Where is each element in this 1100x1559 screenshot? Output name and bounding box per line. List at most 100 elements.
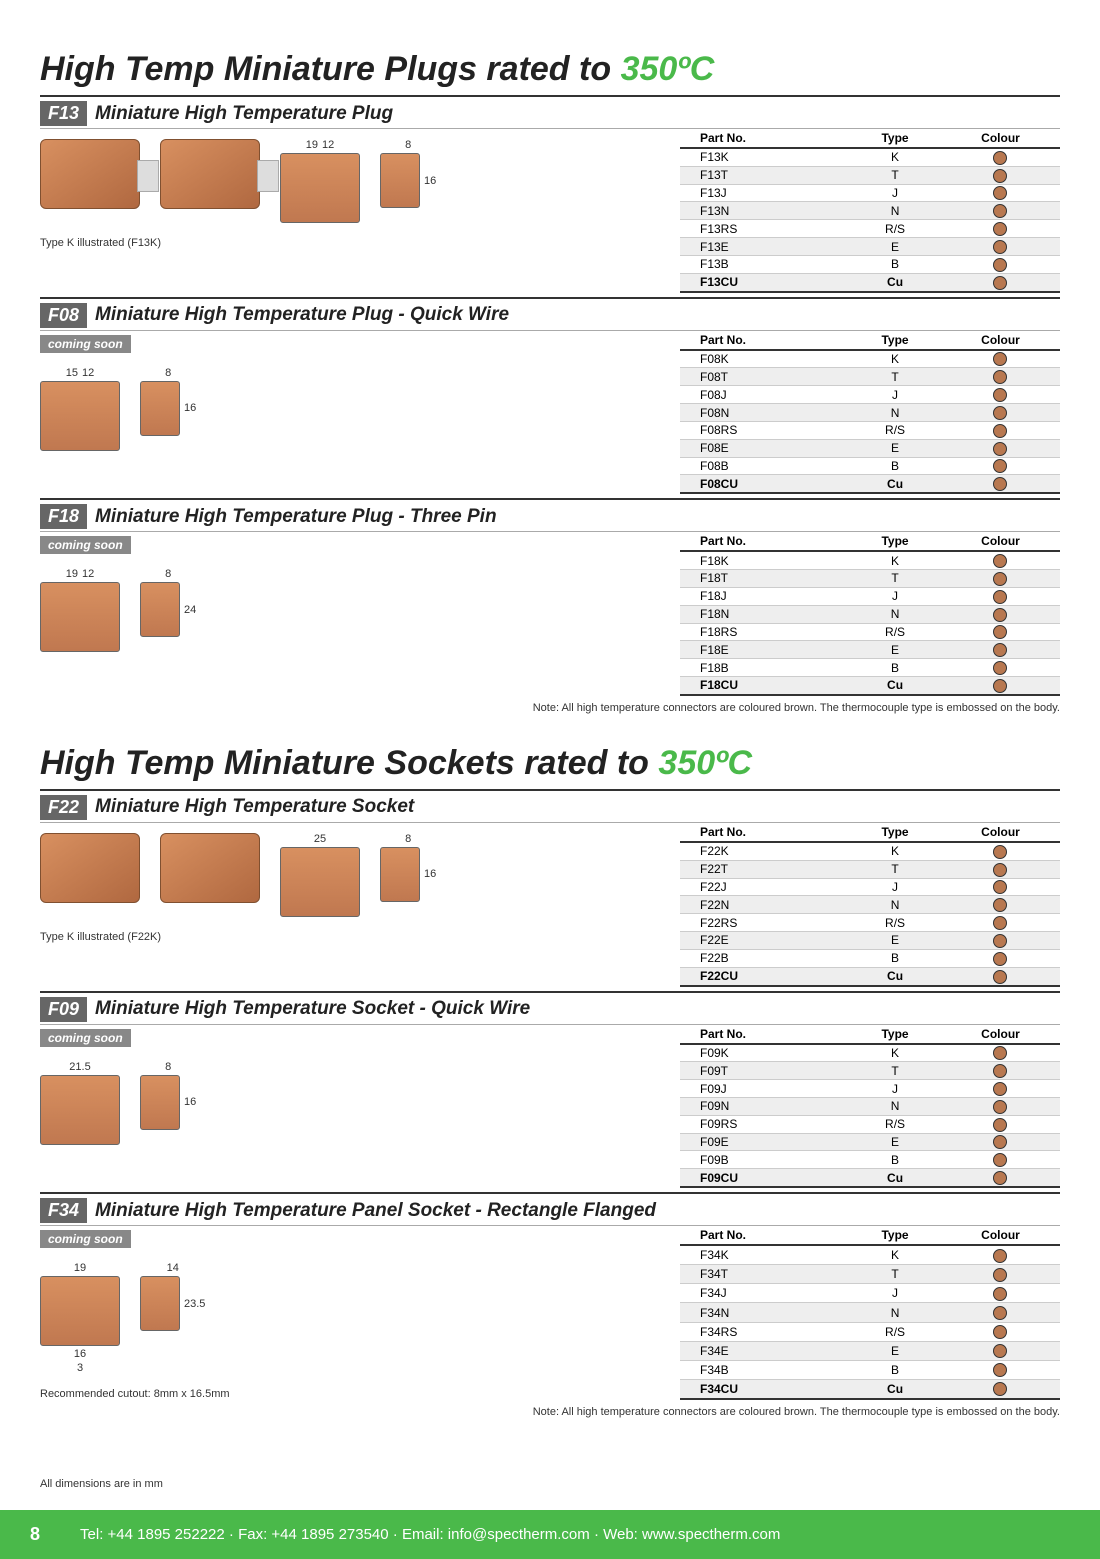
footer-bar: 8 Tel: +44 1895 252222 · Fax: +44 1895 2…: [0, 1510, 1100, 1559]
colour-dot: [993, 952, 1007, 966]
section-header: F18Miniature High Temperature Plug - Thr…: [40, 498, 1060, 532]
cell-type: T: [849, 1062, 941, 1080]
table-row: F34KK: [680, 1245, 1060, 1265]
cell-colour: [941, 1245, 1060, 1265]
colour-dot: [993, 679, 1007, 693]
colour-dot: [993, 1171, 1007, 1185]
table-row: F34TT: [680, 1265, 1060, 1284]
colour-dot: [993, 625, 1007, 639]
diagrams-row: 191631423.5: [40, 1252, 670, 1384]
cell-part: F13K: [680, 148, 849, 166]
cell-part: F18T: [680, 570, 849, 588]
cell-part: F34E: [680, 1341, 849, 1360]
tech-drawing-front: 21.5: [40, 1061, 120, 1145]
diagram-area: 1912816Type K illustrated (F13K): [40, 129, 670, 293]
table-row: F22RSR/S: [680, 914, 1060, 932]
table-row: F08EE: [680, 439, 1060, 457]
cell-part: F13RS: [680, 220, 849, 238]
drawing-body-side: [380, 153, 420, 208]
cell-colour: [941, 166, 1060, 184]
tech-drawing-front: 25: [280, 833, 360, 917]
cell-colour: [941, 386, 1060, 404]
tech-drawing-side: 824: [140, 568, 196, 637]
cell-colour: [941, 273, 1060, 291]
cell-type: K: [849, 842, 941, 860]
col-type: Type: [849, 532, 941, 551]
cell-colour: [941, 623, 1060, 641]
cell-type: R/S: [849, 220, 941, 238]
dimension-height: 24: [184, 604, 196, 616]
colour-dot: [993, 661, 1007, 675]
section-body: coming soon191631423.5Recommended cutout…: [40, 1226, 1060, 1400]
cell-part: F08E: [680, 439, 849, 457]
cell-part: F18CU: [680, 677, 849, 695]
cell-part: F13N: [680, 202, 849, 220]
cell-part: F34J: [680, 1284, 849, 1303]
table-row: F22KK: [680, 842, 1060, 860]
cell-part: F08J: [680, 386, 849, 404]
cell-type: R/S: [849, 1115, 941, 1133]
table-row: F18NN: [680, 605, 1060, 623]
cell-part: F22CU: [680, 967, 849, 985]
table-row: F34RSR/S: [680, 1322, 1060, 1341]
colour-dot: [993, 186, 1007, 200]
cell-colour: [941, 1303, 1060, 1322]
diagrams-row: 1912816: [40, 129, 670, 233]
col-part: Part No.: [680, 331, 849, 350]
drawing-body: [40, 1276, 120, 1346]
cell-colour: [941, 1284, 1060, 1303]
col-type: Type: [849, 129, 941, 148]
tech-drawing-side: 1423.5: [140, 1262, 205, 1331]
heading-sockets: High Temp Miniature Sockets rated to 350…: [40, 744, 1060, 783]
cell-type: Cu: [849, 967, 941, 985]
colour-dot: [993, 1135, 1007, 1149]
colour-dot: [993, 477, 1007, 491]
table-row: F09KK: [680, 1044, 1060, 1062]
col-part: Part No.: [680, 1226, 849, 1245]
tech-drawing-side: 816: [140, 1061, 196, 1130]
cell-type: B: [849, 1151, 941, 1169]
cell-type: T: [849, 570, 941, 588]
coming-soon-badge: coming soon: [40, 536, 131, 554]
dimension-width1: 19: [74, 1262, 86, 1274]
cell-part: F22T: [680, 860, 849, 878]
table-row: F13EE: [680, 238, 1060, 256]
cell-colour: [941, 238, 1060, 256]
cell-colour: [941, 932, 1060, 950]
colour-dot: [993, 151, 1007, 165]
parts-table: Part No.TypeColourF08KKF08TTF08JJF08NNF0…: [680, 331, 1060, 495]
dimension-width1: 19: [306, 139, 318, 151]
table-row: F13TT: [680, 166, 1060, 184]
cell-type: J: [849, 184, 941, 202]
cell-colour: [941, 1062, 1060, 1080]
product-code-badge: F09: [40, 997, 87, 1022]
drawing-body: [40, 381, 120, 451]
colour-dot: [993, 970, 1007, 984]
cell-part: F22K: [680, 842, 849, 860]
product-section-F08: F08Miniature High Temperature Plug - Qui…: [40, 297, 1060, 495]
cell-colour: [941, 967, 1060, 985]
cell-part: F34CU: [680, 1379, 849, 1399]
cell-part: F13B: [680, 255, 849, 273]
cell-colour: [941, 475, 1060, 493]
table-row: F08JJ: [680, 386, 1060, 404]
col-part: Part No.: [680, 129, 849, 148]
dimension-depth: 3: [77, 1362, 83, 1374]
colour-dot: [993, 352, 1007, 366]
footer-sep: ·: [393, 1526, 402, 1543]
diagram-area: coming soon1912824: [40, 532, 670, 696]
cell-part: F34K: [680, 1245, 849, 1265]
drawing-body-side: [140, 381, 180, 436]
section-body: coming soon21.5816Part No.TypeColourF09K…: [40, 1025, 1060, 1189]
cell-type: E: [849, 238, 941, 256]
cell-colour: [941, 255, 1060, 273]
heading-prefix: High Temp Miniature Sockets rated to: [40, 744, 658, 782]
dimension-height: 16: [184, 402, 196, 414]
section-title: Miniature High Temperature Socket: [95, 796, 414, 818]
colour-dot: [993, 424, 1007, 438]
footer-contact: Tel: +44 1895 252222 · Fax: +44 1895 273…: [80, 1526, 780, 1543]
parts-table: Part No.TypeColourF18KKF18TTF18JJF18NNF1…: [680, 532, 1060, 696]
section-title: Miniature High Temperature Plug - Three …: [95, 506, 497, 528]
dimension-width1: 25: [314, 833, 326, 845]
product-section-F13: F13Miniature High Temperature Plug191281…: [40, 95, 1060, 293]
